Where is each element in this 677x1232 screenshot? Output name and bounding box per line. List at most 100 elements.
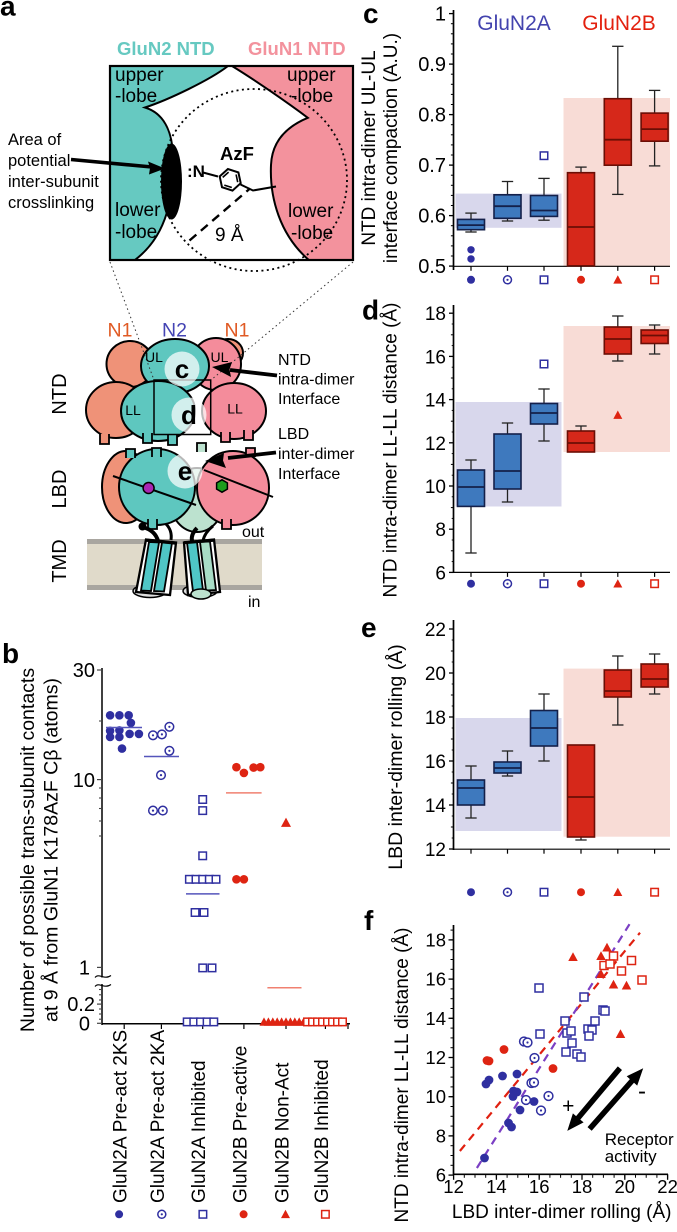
svg-text:14: 14 xyxy=(425,391,447,412)
svg-text:16: 16 xyxy=(425,347,446,368)
svg-text:GluN2B Non-Act: GluN2B Non-Act xyxy=(273,1062,294,1203)
svg-text:TMD: TMD xyxy=(49,539,71,582)
svg-text:6: 6 xyxy=(436,1165,446,1186)
svg-text:8: 8 xyxy=(436,1125,446,1146)
svg-text:12: 12 xyxy=(425,840,446,861)
svg-text:14: 14 xyxy=(486,1176,507,1197)
svg-text:-lobe: -lobe xyxy=(115,222,157,243)
svg-text:in: in xyxy=(248,594,260,611)
svg-text:c: c xyxy=(363,0,379,29)
svg-text:activity: activity xyxy=(605,1147,657,1166)
svg-text:22: 22 xyxy=(425,620,446,641)
svg-text:NTD intra-dimer LL-LL distance: NTD intra-dimer LL-LL distance (Å) xyxy=(381,303,402,598)
svg-text:+: + xyxy=(562,1095,574,1118)
svg-text:N1: N1 xyxy=(108,320,133,342)
svg-text:LBD inter-dimer rolling (Å): LBD inter-dimer rolling (Å) xyxy=(384,644,407,869)
svg-text:a: a xyxy=(0,0,16,22)
svg-text:6: 6 xyxy=(435,563,446,584)
svg-text:0.6: 0.6 xyxy=(418,206,446,228)
svg-text:LBD inter-dimer rolling (Å): LBD inter-dimer rolling (Å) xyxy=(452,1202,672,1223)
svg-text:-: - xyxy=(638,1078,646,1105)
svg-text:18: 18 xyxy=(425,929,446,950)
svg-text:NTD intra-dimer UL-UL: NTD intra-dimer UL-UL xyxy=(359,50,380,245)
svg-text:d: d xyxy=(362,295,379,326)
svg-text:out: out xyxy=(242,524,265,541)
svg-text:NTD intra-dimer LL-LL distance: NTD intra-dimer LL-LL distance (Å) xyxy=(392,928,413,1223)
svg-text:inter-subunit: inter-subunit xyxy=(8,173,99,191)
svg-text:0.2: 0.2 xyxy=(67,994,95,1016)
svg-text:GluN2A Inhibited: GluN2A Inhibited xyxy=(189,1060,210,1203)
svg-text:16: 16 xyxy=(529,1176,550,1197)
svg-text:upper: upper xyxy=(115,65,164,86)
svg-text:potential: potential xyxy=(8,152,70,170)
svg-text:crosslinking: crosslinking xyxy=(8,194,94,212)
svg-text:-lobe: -lobe xyxy=(291,223,333,244)
svg-text:GluN1 NTD: GluN1 NTD xyxy=(248,38,346,59)
svg-text:-lobe: -lobe xyxy=(291,86,333,107)
svg-text:lower: lower xyxy=(288,201,334,222)
svg-text:LL: LL xyxy=(125,402,141,418)
svg-text:9 Å: 9 Å xyxy=(215,225,244,246)
svg-text:f: f xyxy=(364,905,374,936)
svg-text:c: c xyxy=(175,354,189,384)
svg-text:GluN2B Inhibited: GluN2B Inhibited xyxy=(312,1059,333,1203)
svg-text:GluN2 NTD: GluN2 NTD xyxy=(117,38,215,59)
svg-text:16: 16 xyxy=(425,752,446,773)
svg-text:NTD: NTD xyxy=(49,373,71,414)
svg-text:8: 8 xyxy=(435,520,446,541)
svg-text:10: 10 xyxy=(73,770,95,792)
svg-text:0.9: 0.9 xyxy=(418,54,446,76)
svg-text:intra-dimer: intra-dimer xyxy=(278,372,355,389)
svg-text:Number of possible trans-subun: Number of possible trans-subunit contact… xyxy=(17,668,39,1032)
svg-text:b: b xyxy=(2,638,19,669)
svg-text:1: 1 xyxy=(435,4,446,26)
svg-text:0.5: 0.5 xyxy=(418,256,446,278)
svg-text:GluN2A Pre-act 2KS: GluN2A Pre-act 2KS xyxy=(111,1030,132,1203)
svg-text:12: 12 xyxy=(425,1047,446,1068)
svg-text:N2: N2 xyxy=(162,320,187,342)
svg-text:20: 20 xyxy=(615,1176,636,1197)
svg-text:22: 22 xyxy=(657,1176,677,1197)
svg-text:20: 20 xyxy=(425,664,446,685)
svg-text:upper: upper xyxy=(287,65,336,86)
svg-text:LBD: LBD xyxy=(49,470,71,509)
svg-text:NTD: NTD xyxy=(278,352,311,369)
svg-text:d: d xyxy=(181,400,197,430)
svg-text:-lobe: -lobe xyxy=(115,86,157,107)
svg-text:e: e xyxy=(178,456,192,486)
svg-text:interface compaction (A.U.): interface compaction (A.U.) xyxy=(381,33,402,263)
svg-text:18: 18 xyxy=(425,708,446,729)
svg-text:Interface: Interface xyxy=(278,391,340,408)
svg-text:LBD: LBD xyxy=(278,426,309,443)
svg-text:Interface: Interface xyxy=(278,466,340,483)
svg-text:0: 0 xyxy=(79,1014,90,1036)
svg-text:14: 14 xyxy=(425,796,447,817)
svg-text:AzF: AzF xyxy=(220,143,254,164)
svg-text:1: 1 xyxy=(79,958,90,980)
svg-text:GluN2B Pre-active: GluN2B Pre-active xyxy=(230,1046,251,1203)
svg-text:16: 16 xyxy=(425,969,446,990)
svg-text:GluN2B: GluN2B xyxy=(582,12,656,35)
svg-text:e: e xyxy=(361,612,377,643)
svg-text:18: 18 xyxy=(425,304,446,325)
svg-text:10: 10 xyxy=(425,477,446,498)
svg-text:GluN2A: GluN2A xyxy=(477,12,551,35)
svg-text:0.7: 0.7 xyxy=(418,155,446,177)
svg-text:UL: UL xyxy=(211,349,229,365)
svg-text:inter-dimer: inter-dimer xyxy=(278,446,355,463)
svg-text:12: 12 xyxy=(443,1176,464,1197)
svg-text:GluN2A Pre-act 2KA: GluN2A Pre-act 2KA xyxy=(148,1029,169,1203)
svg-text:N1: N1 xyxy=(225,320,250,342)
svg-text:at 9 Å from GluN1 K178AzF Cβ (: at 9 Å from GluN1 K178AzF Cβ (atoms) xyxy=(40,678,63,1022)
svg-text:10: 10 xyxy=(425,1086,446,1107)
svg-text:lower: lower xyxy=(115,200,161,221)
svg-text:14: 14 xyxy=(425,1008,446,1029)
svg-text:18: 18 xyxy=(572,1176,593,1197)
svg-text:Receptor: Receptor xyxy=(605,1130,674,1149)
svg-text:30: 30 xyxy=(73,660,95,682)
svg-text:UL: UL xyxy=(145,349,163,365)
svg-text:0.8: 0.8 xyxy=(418,105,446,127)
svg-text::N: :N xyxy=(187,162,205,181)
svg-text:12: 12 xyxy=(425,434,446,455)
svg-text:LL: LL xyxy=(227,401,243,417)
